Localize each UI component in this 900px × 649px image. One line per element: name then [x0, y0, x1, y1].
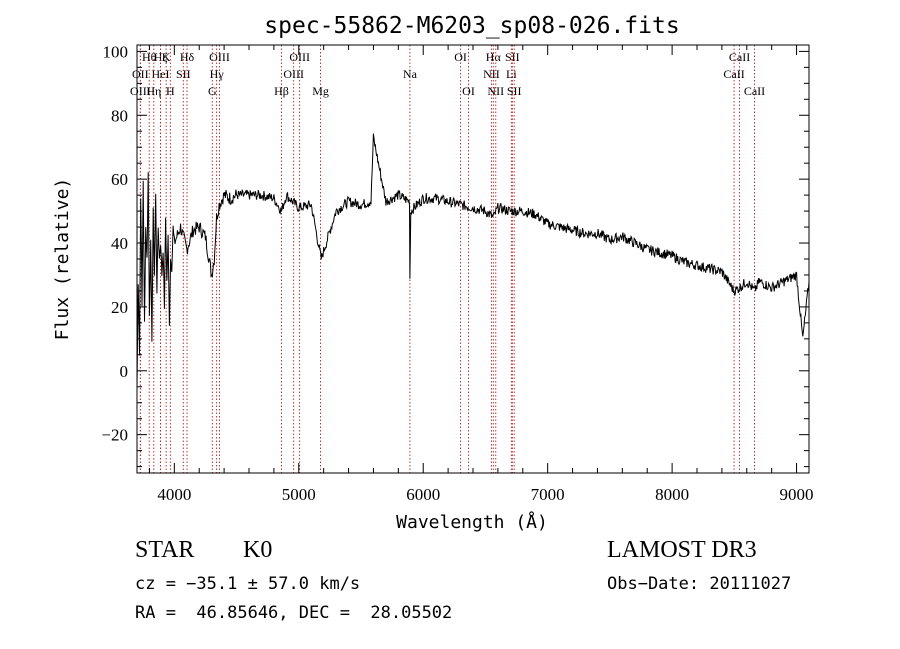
marker-label: NII [487, 84, 504, 98]
object-class: STAR [135, 537, 195, 563]
marker-label: SII [505, 50, 520, 64]
x-tick-label: 8000 [655, 485, 689, 504]
series-layer [137, 133, 809, 387]
y-tick-label: −20 [101, 426, 128, 445]
marker-label: Hα [486, 50, 502, 64]
marker-label: Hθ [142, 50, 157, 64]
marker-label: OIII [283, 67, 304, 81]
y-tick-label: 100 [103, 42, 129, 61]
marker-label: OIII [130, 84, 151, 98]
survey-name: LAMOST DR3 [607, 537, 757, 563]
y-tick-label: 80 [111, 106, 128, 125]
x-tick-label: 7000 [531, 485, 565, 504]
marker-label: SII [176, 67, 191, 81]
marker-label: G [208, 84, 217, 98]
y-tick-label: 40 [111, 234, 128, 253]
redshift-readout: cz = −35.1 ± 57.0 km/s [135, 574, 361, 594]
marker-label: SII [507, 84, 522, 98]
obs-date: Obs−Date: 20111027 [607, 574, 792, 594]
chart-title: spec-55862-M6203_sp08-026.fits [264, 13, 679, 39]
x-tick-label: 6000 [406, 485, 440, 504]
marker-label: OIII [289, 50, 310, 64]
y-axis-label: Flux (relative) [52, 178, 73, 341]
x-tick-label: 9000 [780, 485, 814, 504]
marker-label: Hγ [210, 67, 225, 81]
marker-label: OIII [209, 50, 230, 64]
marker-label: Li [506, 67, 517, 81]
marker-label: CaII [729, 50, 750, 64]
marker-label: OI [454, 50, 467, 64]
marker-label: Hη [146, 84, 161, 98]
marker-label: OI [462, 84, 475, 98]
marker-label: HeI [152, 67, 170, 81]
marker-label: CaII [744, 84, 765, 98]
marker-label: K [162, 50, 171, 64]
marker-label: H [166, 84, 175, 98]
marker-label: CaII [723, 67, 744, 81]
object-subclass: K0 [243, 537, 273, 563]
x-tick-label: 4000 [157, 485, 191, 504]
coordinates: RA = 46.85646, DEC = 28.05502 [135, 603, 453, 623]
plot-frame [136, 44, 810, 474]
x-axis-label: Wavelength (Å) [396, 511, 548, 533]
flux-line [137, 133, 809, 387]
y-tick-label: 20 [111, 298, 128, 317]
axis-ticks: 4000 5000 6000 7000 8000 9000 −20 0 20 40 60 80 100 [101, 42, 813, 504]
marker-label: NII [483, 67, 500, 81]
marker-label: Mg [312, 84, 329, 98]
y-tick-label: 0 [120, 362, 129, 381]
marker-label: Na [403, 67, 418, 81]
y-tick-label: 60 [111, 170, 128, 189]
marker-label: Hβ [274, 84, 289, 98]
marker-label: Hδ [180, 50, 195, 64]
x-tick-label: 5000 [282, 485, 316, 504]
